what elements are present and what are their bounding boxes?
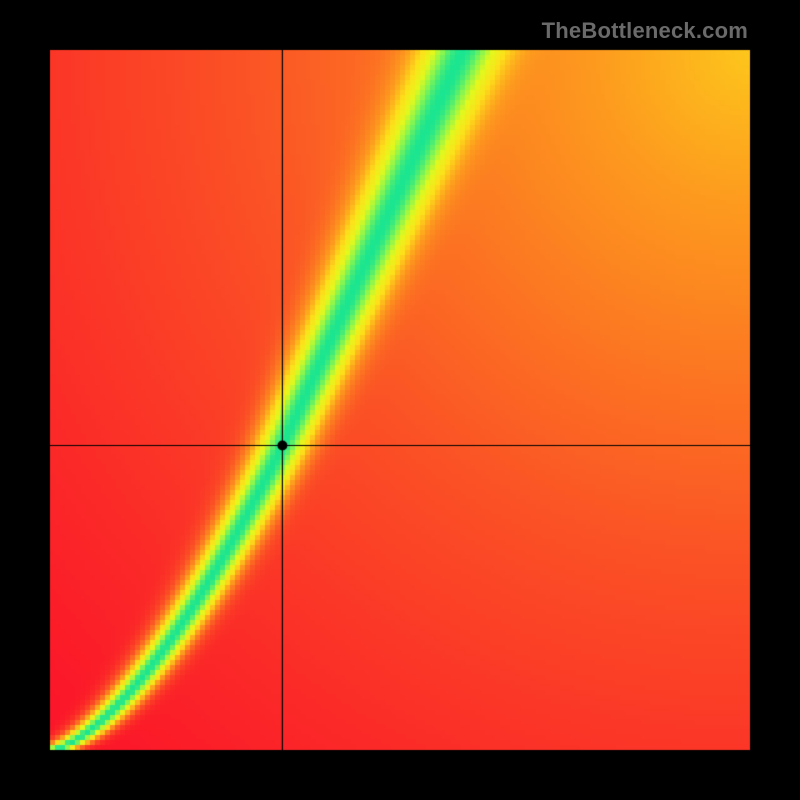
heatmap-canvas — [0, 0, 800, 800]
chart-frame: TheBottleneck.com — [0, 0, 800, 800]
watermark-text: TheBottleneck.com — [542, 18, 748, 44]
